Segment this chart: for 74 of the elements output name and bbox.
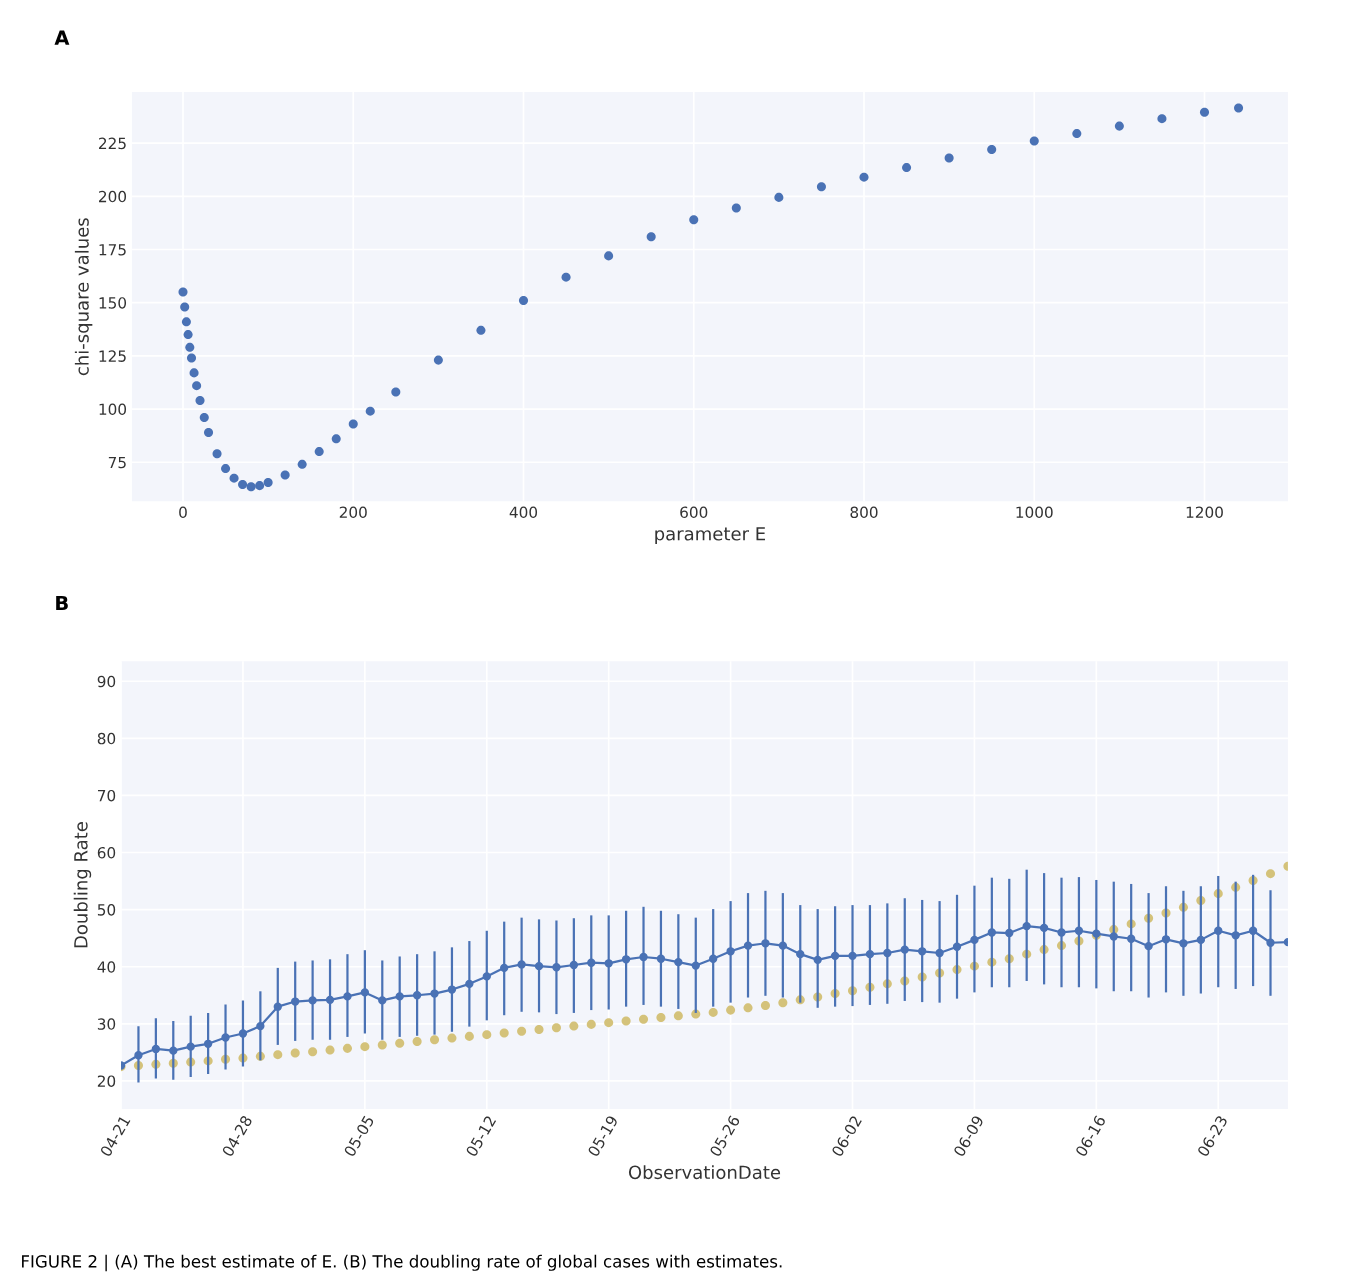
point [229, 473, 239, 483]
point [774, 192, 784, 202]
point [246, 482, 256, 492]
point [348, 419, 358, 429]
point [518, 296, 529, 306]
point [1114, 121, 1124, 131]
point [391, 387, 401, 397]
point [561, 272, 571, 282]
y-tick-label: 175 [99, 244, 126, 256]
point [1157, 114, 1167, 124]
point [180, 302, 190, 312]
x-axis-title: ObservationDate [628, 1165, 781, 1180]
point [199, 413, 209, 423]
point [365, 406, 375, 416]
point [192, 381, 202, 391]
point [859, 172, 869, 182]
x-tick-label: 1200 [1186, 506, 1223, 519]
x-tick-label: 400 [509, 506, 538, 519]
y-tick-label: 125 [99, 350, 126, 362]
point [902, 163, 912, 173]
point [297, 459, 307, 469]
point [255, 481, 265, 491]
point [183, 330, 193, 340]
point [1234, 103, 1244, 113]
y-tick-label: 60 [97, 846, 116, 859]
x-tick-label: 200 [339, 506, 367, 519]
y-tick-label: 80 [97, 732, 116, 745]
point [238, 480, 248, 490]
point [186, 353, 197, 363]
point [189, 368, 199, 378]
chart-title: B [56, 595, 68, 611]
point [221, 464, 231, 474]
y-tick-label: 100 [99, 403, 127, 416]
y-tick-label: 150 [99, 297, 127, 309]
point [181, 317, 191, 327]
point [185, 342, 195, 352]
point [604, 251, 614, 261]
point [195, 396, 205, 406]
point [263, 477, 273, 487]
x-tick-label: 800 [850, 506, 878, 519]
point [944, 153, 954, 163]
point [1199, 107, 1210, 117]
y-tick-label: 30 [97, 1018, 116, 1030]
y-tick-label: 200 [99, 190, 127, 203]
point [433, 355, 443, 365]
point [331, 434, 341, 444]
point [987, 145, 997, 155]
x-axis-title: parameter E [655, 527, 765, 545]
y-tick-label: 75 [108, 456, 126, 469]
point [204, 427, 214, 437]
point [689, 215, 699, 225]
point [314, 447, 324, 457]
y-tick-label: 225 [99, 137, 126, 150]
chart-title: A [54, 30, 70, 45]
x-tick-label: 0 [179, 506, 187, 519]
point [731, 203, 741, 213]
y-tick-label: 50 [97, 904, 116, 916]
x-tick-label: 600 [680, 506, 708, 519]
y-axis-title: Doubling Rate [73, 822, 92, 948]
x-tick-label: 1000 [1016, 506, 1053, 519]
point [178, 287, 188, 297]
point [646, 232, 656, 242]
caption: FIGURE 2 | (A) The best estimate of E. (B) The doubling rate of global cases with estimates. [22, 1254, 782, 1272]
point [212, 449, 222, 459]
point [280, 470, 290, 480]
y-axis-title: chi-square values [74, 218, 93, 376]
point [476, 325, 486, 335]
point [816, 182, 826, 192]
y-tick-label: 90 [97, 675, 116, 688]
y-tick-label: 40 [97, 961, 116, 973]
point [1029, 136, 1039, 146]
y-tick-label: 70 [97, 789, 116, 802]
y-tick-label: 20 [97, 1075, 116, 1087]
point [1072, 129, 1082, 139]
